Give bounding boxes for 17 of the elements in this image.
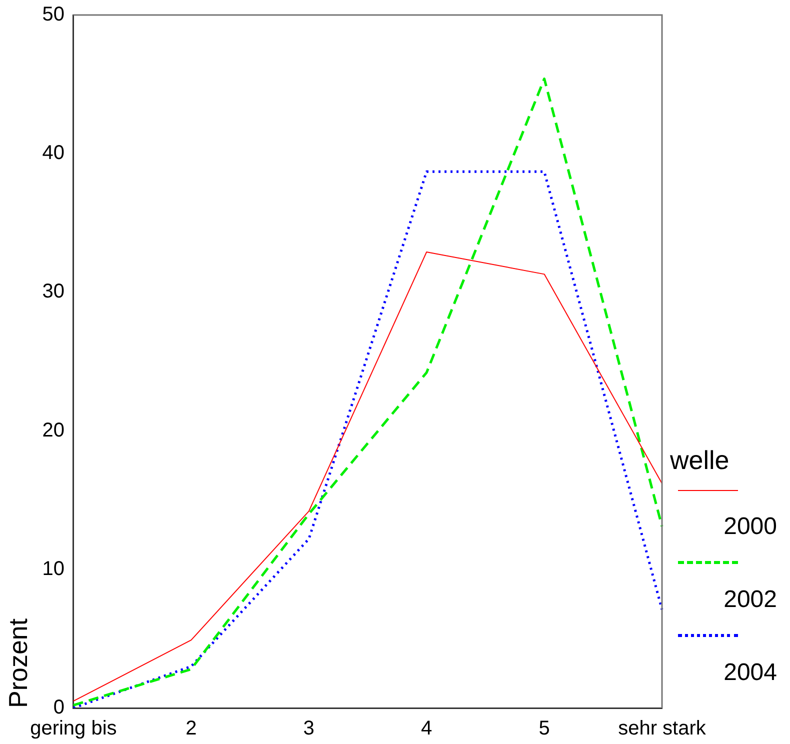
legend-title: welle [670, 445, 730, 476]
x-tick-label: 2 [186, 718, 197, 740]
legend-label: 2002 [722, 586, 778, 614]
x-tick-label: 5 [538, 718, 550, 740]
y-tick-label: 0 [53, 696, 64, 719]
y-tick-label: 30 [42, 280, 64, 303]
legend-label: 2004 [722, 659, 778, 687]
x-tick-label: 3 [303, 718, 314, 740]
x-tick-label: sehr stark [618, 718, 707, 740]
legend-label: 2000 [722, 513, 778, 541]
y-tick-label: 50 [42, 4, 64, 26]
y-axis-title: Prozent [2, 618, 33, 708]
x-tick-label: gering bis [30, 718, 117, 740]
y-tick-label: 40 [42, 142, 64, 164]
y-tick-label: 20 [42, 419, 64, 442]
y-tick-label: 10 [42, 558, 64, 580]
x-tick-label: 4 [421, 718, 432, 740]
